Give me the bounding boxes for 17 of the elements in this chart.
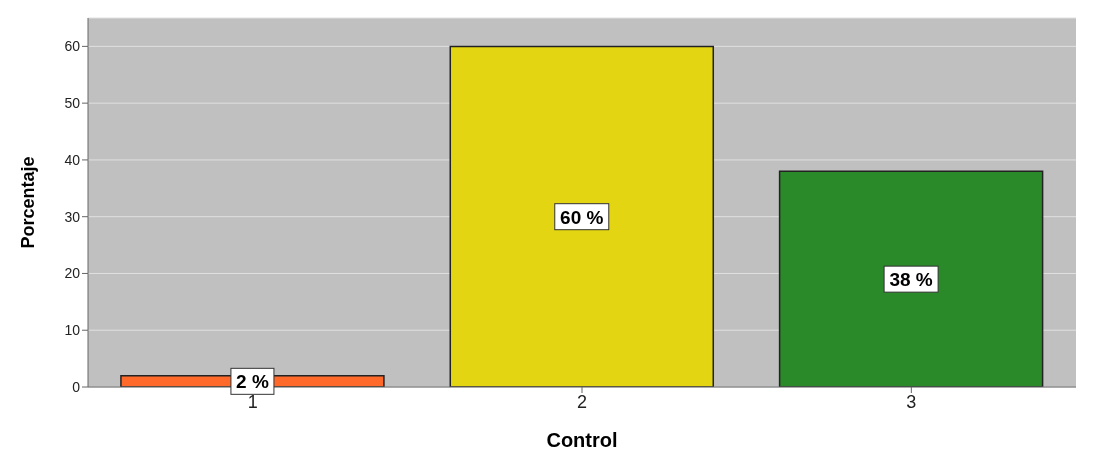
x-tick-label: 3 (906, 391, 917, 412)
y-tick-label: 40 (64, 151, 81, 168)
y-tick-label: 20 (64, 265, 81, 282)
y-tick-label: 10 (64, 322, 81, 339)
bar (449, 45, 715, 387)
y-axis-title: Porcentaje (18, 156, 39, 249)
data-label: 38 % (889, 269, 933, 291)
y-tick-label: 0 (72, 378, 81, 395)
data-label: 60 % (560, 206, 604, 228)
x-tick-label: 2 (576, 391, 588, 412)
x-tick-label: 1 (247, 391, 258, 412)
y-tick-label: 60 (64, 38, 81, 55)
y-tick-label: 30 (64, 208, 81, 225)
bar (778, 170, 1044, 387)
x-axis-title: Control (546, 429, 618, 451)
data-label: 2 % (236, 371, 269, 393)
y-tick-label: 50 (64, 95, 81, 112)
